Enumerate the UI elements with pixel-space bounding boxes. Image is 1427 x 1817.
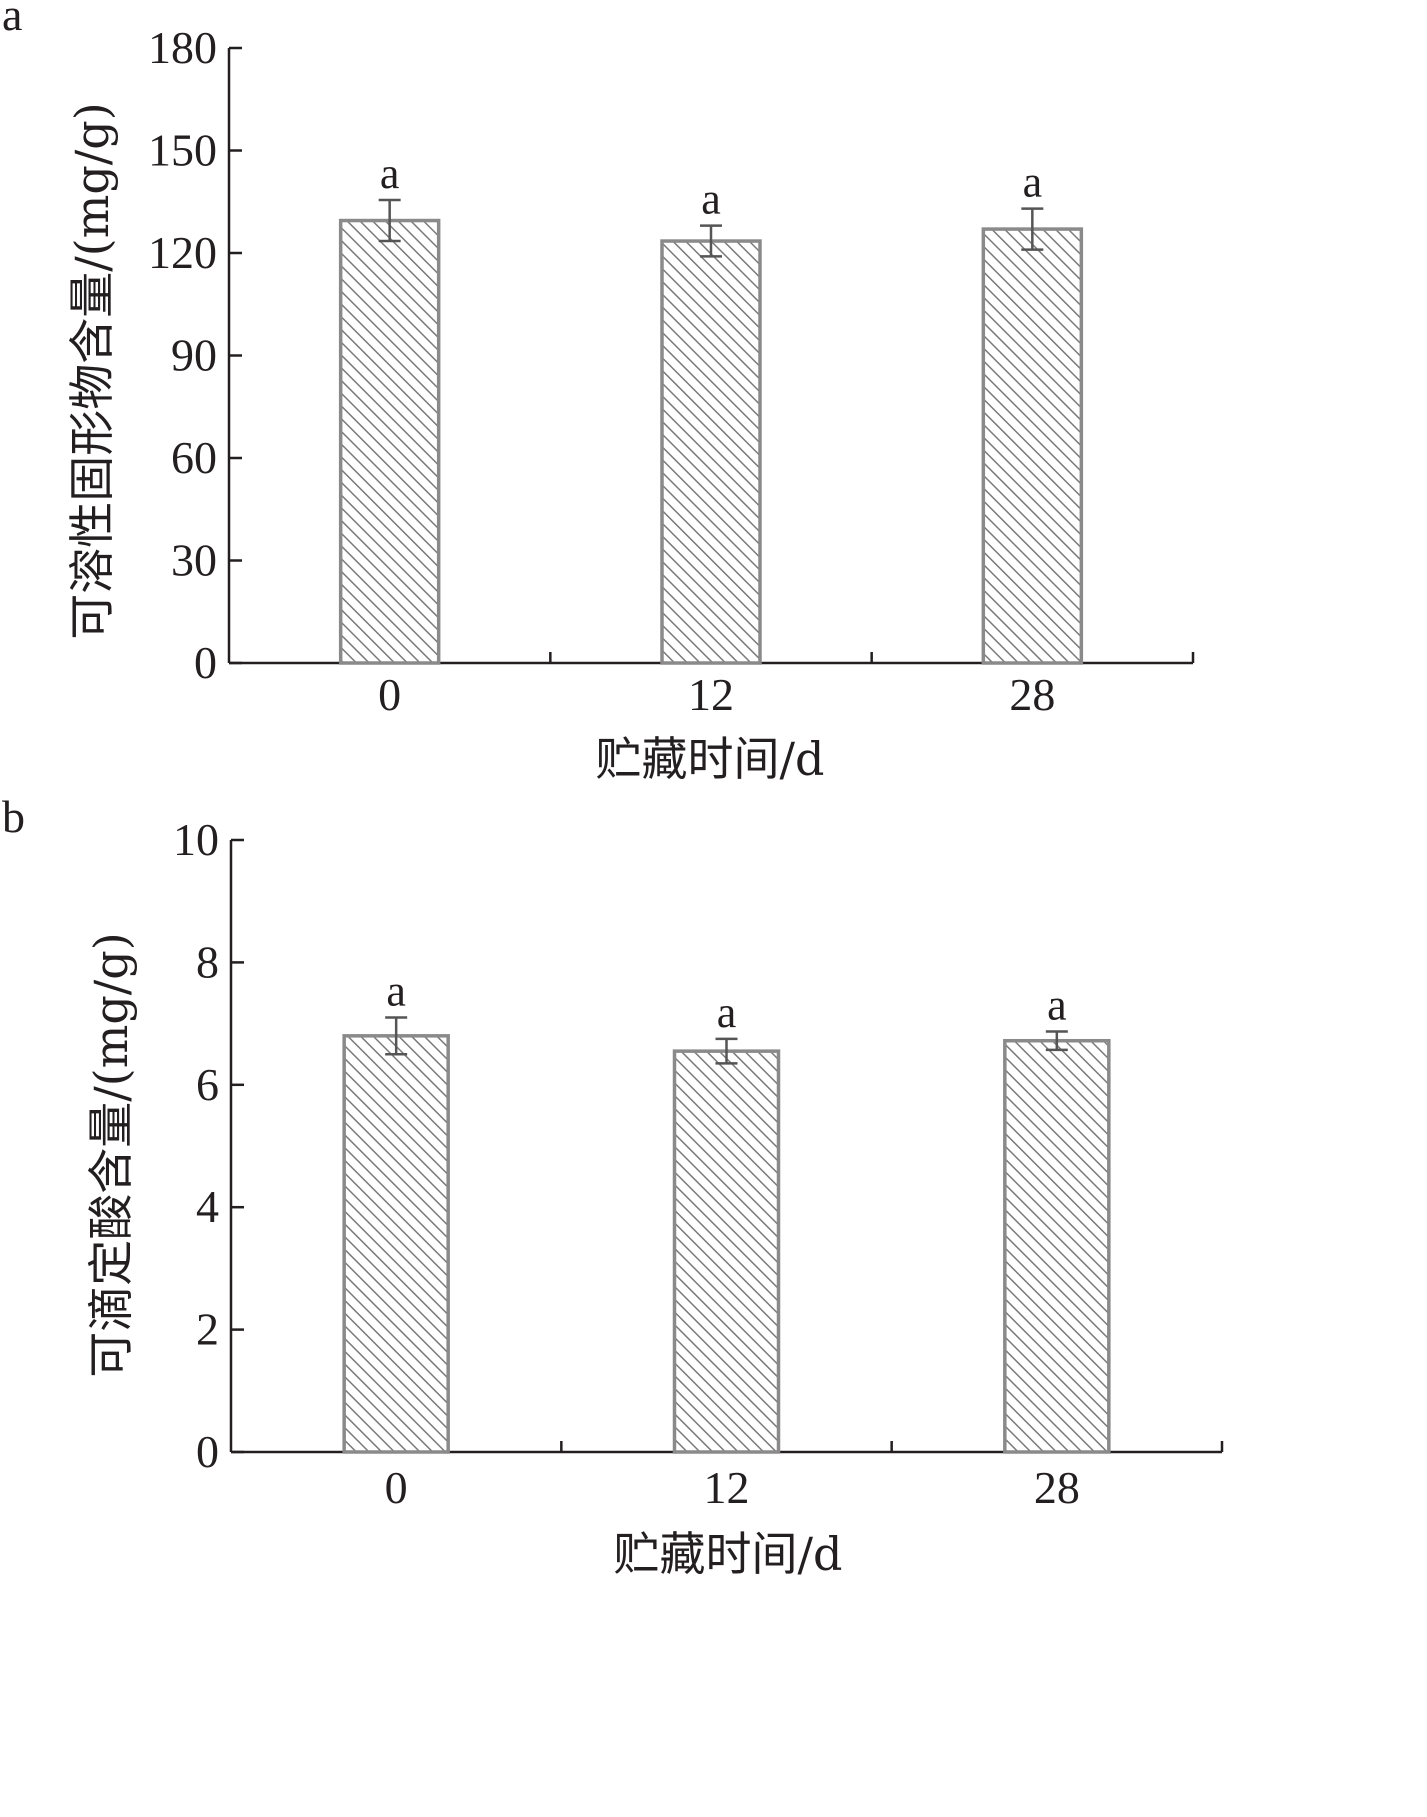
bar xyxy=(342,1034,450,1454)
y-tick-label: 6 xyxy=(196,1059,219,1110)
y-tick-label: 150 xyxy=(148,125,217,176)
x-ticks xyxy=(560,1441,1224,1452)
y-axis: 0 2 4 6 8 10 xyxy=(173,814,244,1477)
y-ticks: 0 30 60 90 120 150 180 xyxy=(148,22,242,688)
y-ticks: 0 2 4 6 8 10 xyxy=(173,814,244,1477)
bar xyxy=(1003,1038,1111,1454)
bar xyxy=(672,1049,781,1454)
chart-panel-b: b 0 2 4 6 8 10 0 12 28 a a a 贮藏时间/d 可滴定酸含量/(mg/g) xyxy=(2,791,1224,1581)
significance-label: a xyxy=(1047,981,1067,1030)
chart-panel-a: a 0 30 60 90 120 150 180 0 12 28 a a a 贮藏时间/d 可溶性固… xyxy=(2,0,1195,786)
y-tick-label: 0 xyxy=(194,637,217,688)
x-axis-title: 贮藏时间/d xyxy=(596,732,825,786)
y-tick-label: 4 xyxy=(196,1181,219,1232)
y-axis-title: 可溶性固形物含量/(mg/g) xyxy=(65,102,119,639)
x-tick-label: 12 xyxy=(688,669,734,720)
significance-label: a xyxy=(386,966,406,1015)
bar xyxy=(660,239,762,665)
y-tick-label: 2 xyxy=(196,1304,219,1355)
x-tick-label: 28 xyxy=(1034,1462,1080,1513)
y-tick-label: 30 xyxy=(171,535,217,586)
significance-label: a xyxy=(1023,158,1043,207)
x-tick-label: 28 xyxy=(1009,669,1055,720)
x-tick-labels: 0 12 28 xyxy=(385,1462,1080,1513)
panel-label: a xyxy=(2,0,22,40)
y-tick-label: 90 xyxy=(171,330,217,381)
y-tick-label: 8 xyxy=(196,936,219,987)
significance-label: a xyxy=(380,149,400,198)
y-axis-title: 可滴定酸含量/(mg/g) xyxy=(84,932,138,1377)
x-ticks xyxy=(549,652,1195,663)
x-tick-labels: 0 12 28 xyxy=(378,669,1055,720)
panel-label: b xyxy=(2,791,25,842)
y-tick-label: 0 xyxy=(196,1426,219,1477)
y-tick-label: 180 xyxy=(148,22,217,73)
x-axis-title: 贮藏时间/d xyxy=(614,1527,843,1581)
y-tick-label: 10 xyxy=(173,814,219,865)
x-tick-label: 0 xyxy=(378,669,401,720)
y-tick-label: 120 xyxy=(148,227,217,278)
significance-label: a xyxy=(701,175,721,224)
y-tick-label: 60 xyxy=(171,432,217,483)
x-tick-label: 12 xyxy=(704,1462,750,1513)
bar xyxy=(338,218,441,665)
x-tick-label: 0 xyxy=(385,1462,408,1513)
y-axis: 0 30 60 90 120 150 180 xyxy=(148,22,242,688)
significance-label: a xyxy=(717,988,737,1037)
bar xyxy=(981,227,1084,665)
